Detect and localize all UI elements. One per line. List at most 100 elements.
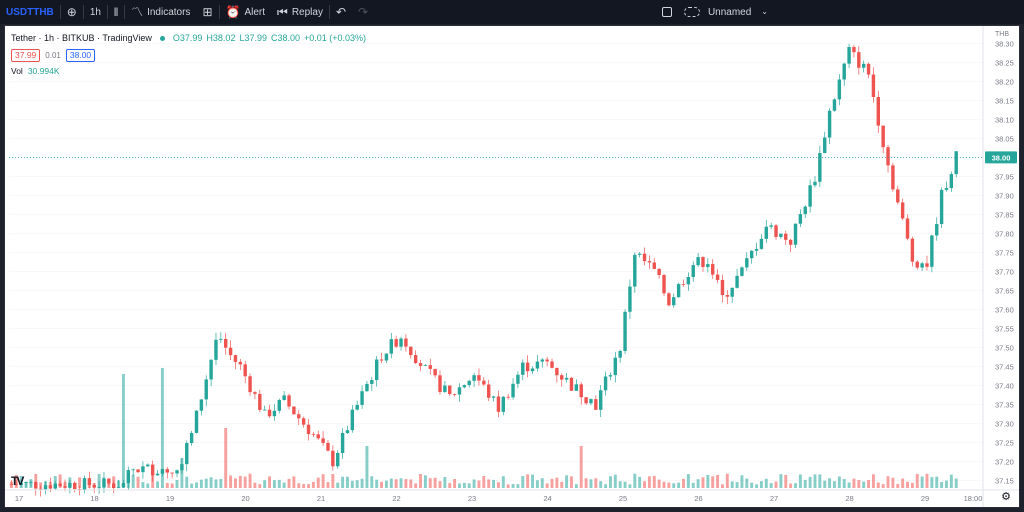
price-tick-label: 37.30: [995, 419, 1014, 428]
candle-body: [282, 395, 286, 401]
time-tick-label: 26: [694, 494, 702, 503]
volume-bar: [867, 479, 871, 488]
price-chart[interactable]: THB 37.15 37.20 37.25 37.30 37.35 37.40 37.45 37…: [5, 26, 1019, 507]
volume-bar: [570, 476, 573, 488]
volume-bar: [711, 476, 715, 488]
sell-price-box[interactable]: 37.99: [11, 48, 41, 62]
candle-body: [189, 432, 194, 444]
candle-body: [555, 367, 559, 376]
candle-body: [784, 233, 788, 240]
volume-bar: [769, 483, 773, 488]
volume-bar: [268, 476, 272, 488]
candle-body: [477, 375, 481, 381]
volume-bar: [297, 483, 301, 488]
time-axis[interactable]: 17 18 19 20 21 22 23 24 25 26 27 28 29 18:00: [5, 489, 1019, 503]
candle-body: [43, 485, 48, 490]
buy-price-box[interactable]: 38.00: [65, 48, 96, 62]
candle-body: [331, 450, 335, 467]
candle-body: [486, 384, 491, 398]
volume-bar: [253, 482, 257, 488]
candle-body: [764, 226, 768, 239]
candle-body: [560, 375, 564, 380]
grid: [9, 43, 983, 481]
candle-body: [818, 153, 822, 182]
candle-body: [525, 362, 530, 372]
price-tick-label: 37.85: [995, 210, 1014, 219]
candle-body: [443, 385, 447, 392]
candle-body: [404, 338, 408, 347]
volume-bar: [311, 481, 315, 488]
volume-bar: [175, 479, 179, 488]
indicators-icon: 〽: [131, 5, 144, 19]
volume-bar: [399, 478, 403, 488]
settings-gear-icon[interactable]: ⚙: [1001, 491, 1011, 503]
chart-pane[interactable]: THB 37.15 37.20 37.25 37.30 37.35 37.40 37.45 37…: [4, 25, 1020, 508]
replay-icon: ⏮: [277, 5, 288, 19]
candle-body: [871, 74, 876, 98]
price-axis[interactable]: THB 37.15 37.20 37.25 37.30 37.35 37.40 37.45 37…: [982, 26, 1017, 507]
volume-bar: [930, 477, 934, 488]
candle-body: [637, 253, 642, 255]
candle-body: [92, 485, 96, 488]
alert-button[interactable]: ⏰ Alert: [220, 0, 272, 24]
candle-body: [749, 250, 754, 259]
tradingview-logo-icon[interactable]: TV: [11, 474, 24, 488]
volume-bar: [682, 478, 685, 488]
volume-bar: [701, 477, 705, 488]
volume-bar: [584, 478, 588, 488]
time-tick-label: 17: [15, 494, 23, 503]
candle-body: [14, 484, 19, 486]
volume-bar: [667, 482, 671, 488]
volume-bar: [516, 484, 520, 488]
layout-menu-button[interactable]: Unnamed ⌄: [678, 0, 774, 24]
candle-body: [608, 375, 613, 377]
volume-bar: [380, 481, 384, 488]
candle-body: [267, 409, 272, 417]
chart-type-button[interactable]: 𝍪: [108, 0, 124, 24]
spread-value: 0.01: [45, 50, 61, 60]
candle-body: [808, 185, 812, 207]
volume-bar: [224, 428, 228, 488]
volume-bar: [146, 483, 150, 488]
candle-body: [501, 396, 506, 412]
candle-body: [516, 374, 520, 384]
candle-body: [891, 165, 895, 190]
last-price-badge: [985, 151, 1017, 164]
candle-body: [730, 287, 734, 297]
symbol-search-button[interactable]: USDTTHB: [0, 0, 60, 24]
compare-button[interactable]: ⊕: [61, 0, 83, 24]
candle-body: [355, 404, 359, 410]
candle-body: [224, 338, 228, 348]
indicators-button[interactable]: 〽 Indicators: [125, 0, 196, 24]
redo-button[interactable]: ↷: [352, 0, 374, 24]
layout-name: Unnamed: [707, 6, 752, 18]
volume-bar: [170, 483, 174, 488]
volume-bar: [136, 476, 140, 488]
fullscreen-button[interactable]: [656, 0, 678, 24]
volume-bar: [233, 478, 237, 488]
candle-body: [949, 174, 954, 189]
templates-button[interactable]: ⊞: [196, 0, 218, 24]
volume-bar: [954, 478, 958, 488]
candle-body: [228, 347, 233, 356]
replay-button[interactable]: ⏮ Replay: [271, 0, 329, 24]
candle-body: [394, 339, 398, 347]
candle-body: [647, 261, 652, 263]
volume-bar: [404, 479, 408, 488]
toolbar-divider: [82, 5, 84, 19]
interval-button[interactable]: 1h: [84, 0, 107, 24]
volume-bar: [258, 484, 262, 488]
candle-body: [102, 478, 106, 488]
volume-bar: [438, 481, 442, 488]
time-tick-label: 20: [241, 494, 249, 503]
volume-bar: [716, 474, 720, 488]
candle-body: [900, 202, 905, 219]
volume-bar: [34, 473, 38, 488]
candle-body: [38, 488, 43, 490]
undo-button[interactable]: ↶: [330, 0, 352, 24]
candle-body: [433, 368, 437, 376]
candle-body: [112, 483, 116, 488]
candle-body: [696, 257, 700, 266]
volume-label: Vol: [11, 66, 23, 76]
volume-bar: [190, 483, 194, 488]
